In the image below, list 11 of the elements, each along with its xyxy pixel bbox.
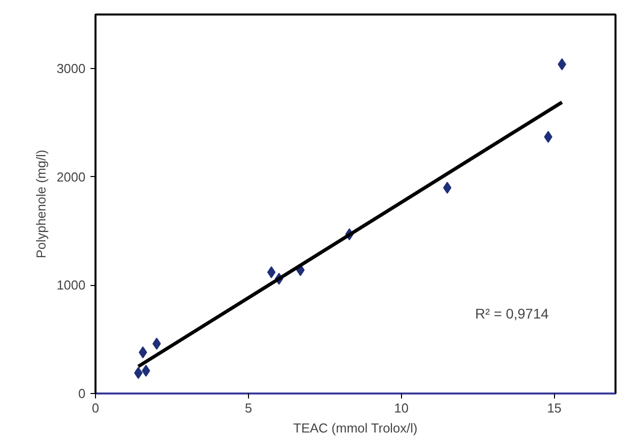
y-axis-title: Polyphenole (mg/l) bbox=[34, 150, 49, 258]
x-tick-label: 15 bbox=[547, 400, 562, 416]
annotation: R² = 0,9714 bbox=[475, 306, 549, 322]
x-tick-label: 0 bbox=[92, 400, 100, 416]
y-tick-label: 2000 bbox=[56, 169, 86, 184]
y-tick-label: 0 bbox=[78, 386, 86, 401]
y-tick-label: 3000 bbox=[56, 61, 86, 76]
y-tick-label: 1000 bbox=[56, 278, 86, 293]
x-tick-label: 5 bbox=[244, 400, 252, 416]
x-axis-title: TEAC (mmol Trolox/l) bbox=[293, 420, 418, 436]
x-tick-label: 10 bbox=[394, 400, 409, 416]
